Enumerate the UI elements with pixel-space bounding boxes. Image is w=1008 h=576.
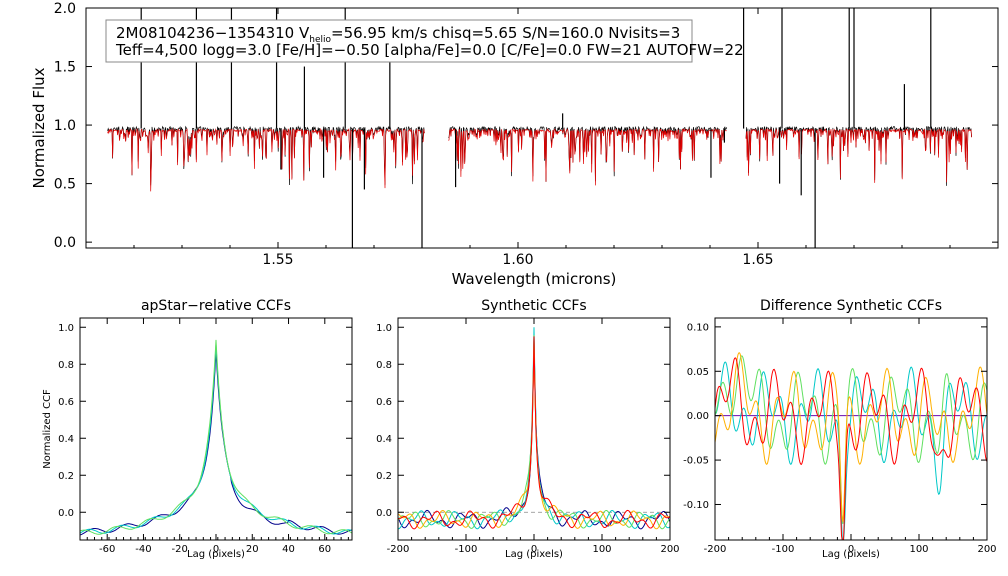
y-tick-label: 0.05 (687, 367, 709, 378)
synthetic-ccf-x-label: Lag (pixels) (505, 549, 563, 560)
y-tick-label: 0.0 (58, 508, 74, 519)
synthetic-ccf-plot-area (397, 327, 671, 530)
apstar-ccf-ticks: -60 -40 -20 0 20 40 60 0.0 0.2 0.4 0.6 0.8 1.0 (58, 318, 352, 555)
y-tick-label: 2.0 (54, 1, 76, 17)
y-tick-label: 1.0 (58, 323, 74, 334)
apstar-ccf-y-label: Normalized CCF (42, 389, 53, 469)
spectrum-frame (85, 7, 999, 249)
x-tick-label: 0 (848, 544, 854, 555)
difference-ccf-title: Difference Synthetic CCFs (760, 298, 942, 314)
difference-ccf-x-label: Lag (pixels) (822, 549, 880, 560)
y-tick-label: -0.05 (683, 456, 709, 467)
apstar-ccf-plot-area (79, 339, 353, 536)
y-tick-label: 0.6 (376, 397, 392, 408)
synthetic-ccf-panel: Synthetic CCFs -200 -100 0 100 200 0.0 0.2 0.4 0… (376, 298, 679, 560)
spectrum-y-label: Normalized Flux (30, 67, 48, 188)
x-tick-label: 60 (318, 544, 331, 555)
spectrum-plot-area (107, 8, 972, 248)
y-tick-label: 0.5 (54, 177, 76, 193)
x-tick-label: 0 (213, 544, 219, 555)
y-tick-label: 0.8 (58, 360, 74, 371)
x-tick-label: 1.55 (262, 252, 293, 268)
x-tick-label: -100 (772, 544, 795, 555)
y-tick-label: 0.00 (687, 411, 709, 422)
spectrum-panel: 1.55 1.60 1.65 0.0 0.5 1.0 1.5 2.0 Normalized F… (30, 1, 999, 288)
x-tick-label: 40 (282, 544, 295, 555)
spectrum-ticks: 1.55 1.60 1.65 0.0 0.5 1.0 1.5 2.0 (54, 1, 998, 268)
difference-ccf-panel: Difference Synthetic CCFs -200 -100 0 100 20… (683, 298, 996, 560)
spectrum-x-label: Wavelength (microns) (452, 270, 617, 288)
synthetic-ccf-series-visit-3 (397, 334, 671, 530)
x-tick-label: 200 (977, 544, 996, 555)
y-tick-label: 0.0 (54, 235, 76, 251)
y-tick-label: 0.2 (58, 471, 74, 482)
x-tick-label: -60 (99, 544, 115, 555)
x-tick-label: -20 (172, 544, 188, 555)
apstar-ccf-panel: apStar−relative CCFs -60 -40 -20 0 20 40 60 0.0… (42, 298, 353, 560)
ccf-series-visit-2 (79, 344, 353, 535)
synthetic-ccf-series-visit-5 (397, 336, 671, 530)
y-tick-label: 1.5 (54, 59, 76, 75)
x-tick-label: 200 (660, 544, 679, 555)
y-tick-label: 0.8 (376, 360, 392, 371)
x-tick-label: 1.60 (502, 252, 533, 268)
model-spectrum-line (107, 127, 425, 192)
difference-ccf-series-visit-2 (714, 361, 988, 541)
y-tick-label: 0.4 (376, 434, 392, 445)
info-line-2: Teff=4,500 logg=3.0 [Fe/H]=−0.50 [alpha/… (115, 41, 744, 59)
y-tick-label: 0.4 (58, 434, 74, 445)
synthetic-ccf-series-visit-2 (398, 327, 671, 530)
x-tick-label: -200 (704, 544, 727, 555)
synthetic-ccf-series-visit-4 (397, 338, 671, 530)
synthetic-ccf-ticks: -200 -100 0 100 200 0.0 0.2 0.4 0.6 0.8 1.0 (376, 318, 680, 555)
y-tick-label: -0.10 (683, 500, 709, 511)
y-tick-label: 0.0 (376, 508, 392, 519)
difference-ccf-series-visit-3 (714, 355, 988, 525)
ccf-series-visit-1 (79, 351, 353, 536)
y-tick-label: 0.2 (376, 471, 392, 482)
info-subscript: helio (309, 35, 331, 45)
synthetic-ccf-title: Synthetic CCFs (481, 298, 586, 314)
y-tick-label: 0.10 (687, 322, 709, 333)
apstar-ccf-title: apStar−relative CCFs (141, 298, 291, 314)
model-spectrum-line (448, 127, 727, 186)
x-tick-label: -40 (135, 544, 151, 555)
info-line-1: 2M08104236−1354310 Vhelio=56.95 km/s chi… (116, 24, 680, 45)
ccf-series-visit-3 (79, 339, 353, 535)
x-tick-label: 20 (246, 544, 259, 555)
difference-ccf-plot-area (714, 352, 988, 541)
y-tick-label: 1.0 (376, 323, 392, 334)
x-tick-label: -200 (387, 544, 410, 555)
x-tick-label: -100 (455, 544, 478, 555)
difference-ccf-ticks: -200 -100 0 100 200 -0.10 -0.05 0.00 0.05 0.10 (683, 318, 997, 555)
y-tick-label: 0.6 (58, 397, 74, 408)
model-spectrum-line (745, 127, 972, 183)
x-tick-label: 100 (592, 544, 611, 555)
x-tick-label: 1.65 (742, 252, 773, 268)
difference-ccf-series-visit-5 (714, 357, 988, 541)
x-tick-label: 100 (909, 544, 928, 555)
y-tick-label: 1.0 (54, 118, 76, 134)
info-box (105, 19, 693, 63)
x-tick-label: 0 (531, 544, 537, 555)
difference-ccf-series-visit-4 (714, 352, 988, 522)
apstar-ccf-x-label: Lag (pixels) (187, 549, 245, 560)
